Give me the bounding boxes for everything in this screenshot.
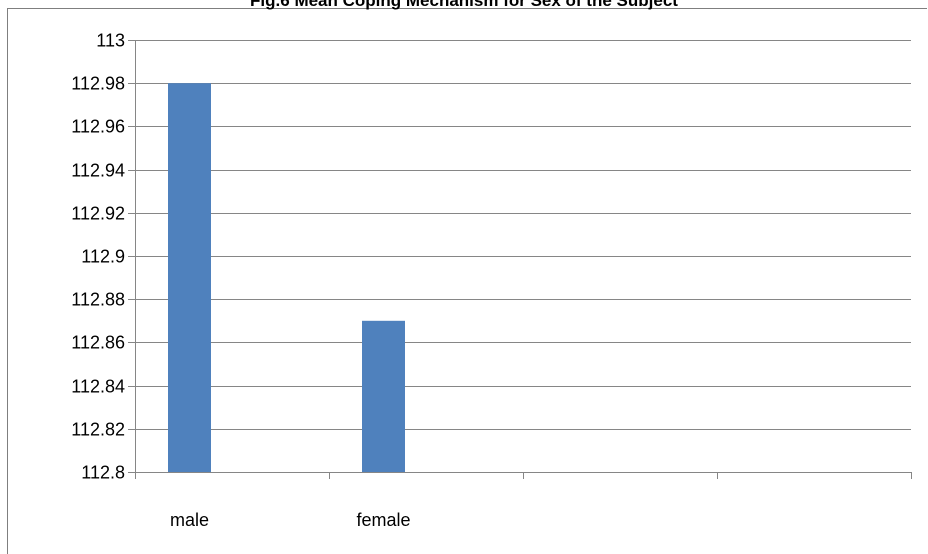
x-tick-label: female: [356, 510, 410, 530]
y-tick-labels: 112.8 112.82 112.84 112.86 112.88 112.9 112.92…: [71, 31, 125, 483]
bar-male: [168, 83, 211, 472]
x-tick-labels: male female: [170, 510, 411, 530]
bar-female: [362, 320, 405, 472]
y-tick-label: 112.9: [81, 247, 125, 267]
gridlines: [135, 40, 911, 430]
y-tick-label: 112.98: [71, 74, 125, 94]
bars: [168, 83, 405, 472]
y-tick-label: 112.8: [81, 463, 125, 483]
chart-title: Fig.6 Mean Coping Mechanism for Sex of t…: [250, 0, 678, 10]
y-tick-label: 112.88: [71, 290, 125, 310]
y-tick-label: 112.92: [71, 204, 125, 224]
axes: [128, 40, 912, 479]
y-tick-label: 112.82: [71, 420, 125, 440]
y-tick-label: 113: [96, 31, 125, 51]
y-tick-label: 112.84: [71, 377, 125, 397]
y-tick-label: 112.96: [71, 117, 125, 137]
x-tick-label: male: [170, 510, 209, 530]
y-tick-label: 112.86: [71, 333, 125, 353]
chart-frame: [7, 8, 927, 554]
y-tick-label: 112.94: [71, 161, 125, 181]
